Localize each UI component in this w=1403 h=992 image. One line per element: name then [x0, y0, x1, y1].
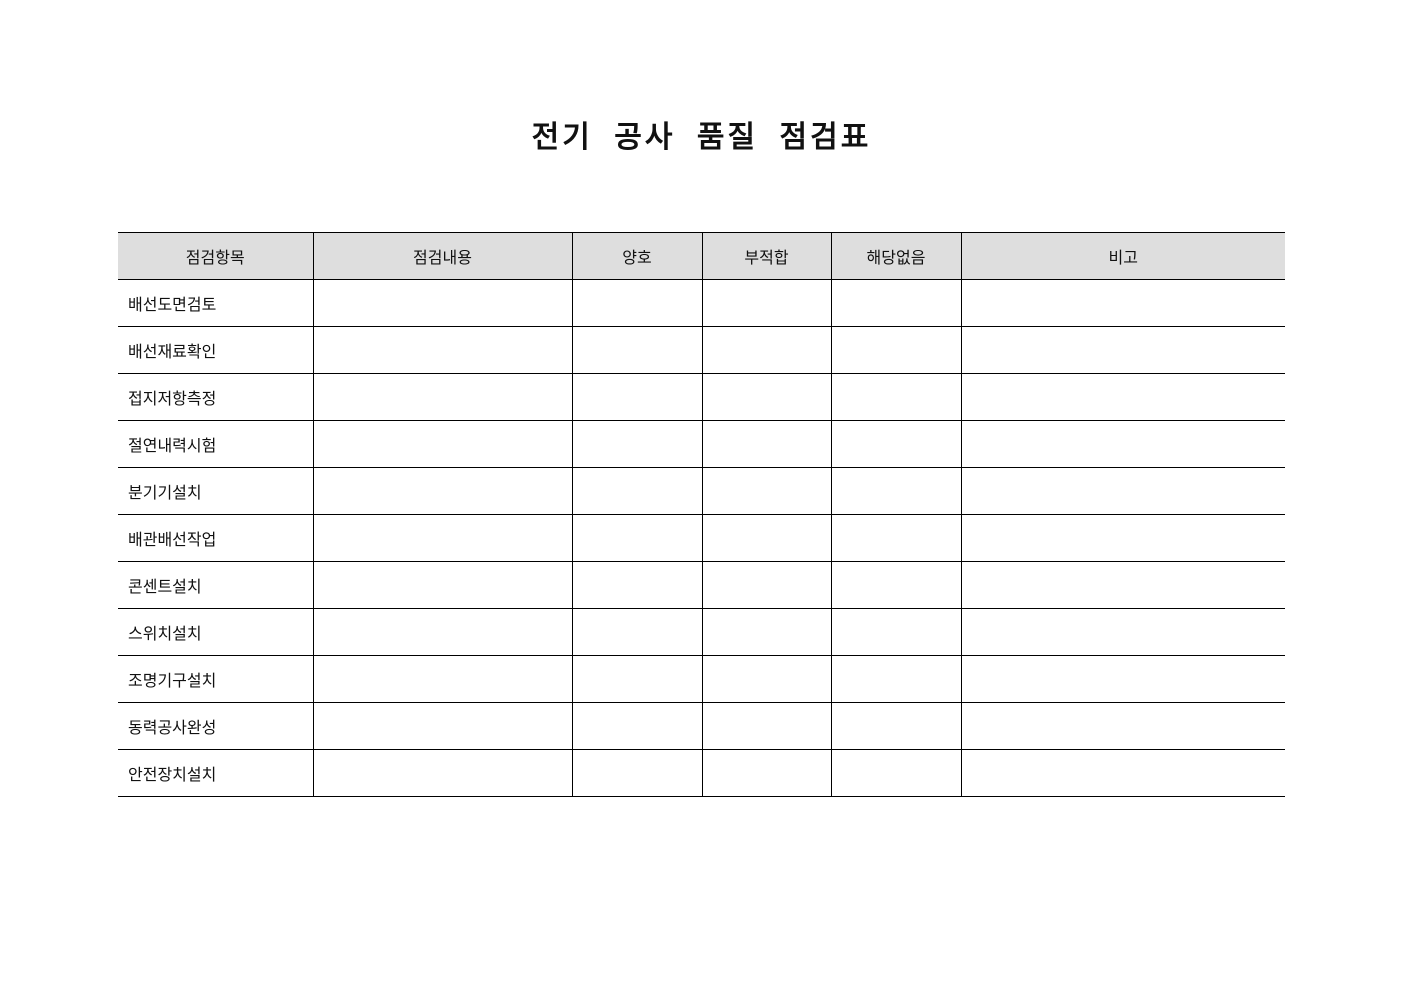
header-item: 점검항목 [118, 232, 313, 280]
header-remarks: 비고 [960, 232, 1285, 280]
remarks-cell[interactable] [960, 373, 1285, 421]
table-row: 콘센트설치 [118, 561, 1285, 609]
remarks-cell[interactable] [960, 326, 1285, 374]
not-applicable-cell[interactable] [830, 514, 961, 562]
nonconforming-cell[interactable] [701, 373, 831, 421]
table-row: 조명기구설치 [118, 655, 1285, 703]
header-row: 점검항목 점검내용 양호 부적합 해당없음 비고 [118, 232, 1285, 280]
table-row: 스위치설치 [118, 608, 1285, 656]
item-cell: 배관배선작업 [118, 514, 313, 562]
content-cell[interactable] [312, 514, 572, 562]
header-good: 양호 [571, 232, 702, 280]
table-row: 접지저항측정 [118, 373, 1285, 421]
nonconforming-cell[interactable] [701, 608, 831, 656]
good-cell[interactable] [571, 608, 702, 656]
item-cell: 절연내력시험 [118, 420, 313, 468]
table-row: 배선재료확인 [118, 326, 1285, 374]
remarks-cell[interactable] [960, 561, 1285, 609]
remarks-cell[interactable] [960, 749, 1285, 797]
inspection-table: 점검항목 점검내용 양호 부적합 해당없음 비고 배선도면검토 배선재료확인 접지저… [118, 232, 1285, 797]
not-applicable-cell[interactable] [830, 655, 961, 703]
good-cell[interactable] [571, 702, 702, 750]
header-content: 점검내용 [312, 232, 572, 280]
item-cell: 스위치설치 [118, 608, 313, 656]
content-cell[interactable] [312, 608, 572, 656]
table-row: 동력공사완성 [118, 702, 1285, 750]
content-cell[interactable] [312, 373, 572, 421]
remarks-cell[interactable] [960, 467, 1285, 515]
good-cell[interactable] [571, 655, 702, 703]
not-applicable-cell[interactable] [830, 467, 961, 515]
nonconforming-cell[interactable] [701, 749, 831, 797]
item-cell: 동력공사완성 [118, 702, 313, 750]
item-cell: 배선재료확인 [118, 326, 313, 374]
table-row: 절연내력시험 [118, 420, 1285, 468]
good-cell[interactable] [571, 749, 702, 797]
header-nonconforming: 부적합 [701, 232, 831, 280]
table-row: 배관배선작업 [118, 514, 1285, 562]
remarks-cell[interactable] [960, 702, 1285, 750]
table-row: 분기기설치 [118, 467, 1285, 515]
not-applicable-cell[interactable] [830, 373, 961, 421]
remarks-cell[interactable] [960, 514, 1285, 562]
not-applicable-cell[interactable] [830, 279, 961, 327]
not-applicable-cell[interactable] [830, 608, 961, 656]
good-cell[interactable] [571, 420, 702, 468]
item-cell: 안전장치설치 [118, 749, 313, 797]
content-cell[interactable] [312, 467, 572, 515]
good-cell[interactable] [571, 514, 702, 562]
remarks-cell[interactable] [960, 655, 1285, 703]
nonconforming-cell[interactable] [701, 467, 831, 515]
nonconforming-cell[interactable] [701, 514, 831, 562]
remarks-cell[interactable] [960, 279, 1285, 327]
content-cell[interactable] [312, 326, 572, 374]
nonconforming-cell[interactable] [701, 279, 831, 327]
not-applicable-cell[interactable] [830, 561, 961, 609]
remarks-cell[interactable] [960, 608, 1285, 656]
good-cell[interactable] [571, 373, 702, 421]
content-cell[interactable] [312, 655, 572, 703]
nonconforming-cell[interactable] [701, 326, 831, 374]
good-cell[interactable] [571, 561, 702, 609]
content-cell[interactable] [312, 561, 572, 609]
item-cell: 접지저항측정 [118, 373, 313, 421]
good-cell[interactable] [571, 279, 702, 327]
content-cell[interactable] [312, 279, 572, 327]
nonconforming-cell[interactable] [701, 702, 831, 750]
table-row: 배선도면검토 [118, 279, 1285, 327]
content-cell[interactable] [312, 749, 572, 797]
table-row: 안전장치설치 [118, 749, 1285, 797]
content-cell[interactable] [312, 702, 572, 750]
page-title: 전기 공사 품질 점검표 [531, 120, 872, 155]
not-applicable-cell[interactable] [830, 749, 961, 797]
not-applicable-cell[interactable] [830, 420, 961, 468]
not-applicable-cell[interactable] [830, 326, 961, 374]
header-not-applicable: 해당없음 [830, 232, 961, 280]
nonconforming-cell[interactable] [701, 420, 831, 468]
nonconforming-cell[interactable] [701, 561, 831, 609]
not-applicable-cell[interactable] [830, 702, 961, 750]
item-cell: 배선도면검토 [118, 279, 313, 327]
nonconforming-cell[interactable] [701, 655, 831, 703]
remarks-cell[interactable] [960, 420, 1285, 468]
item-cell: 분기기설치 [118, 467, 313, 515]
item-cell: 조명기구설치 [118, 655, 313, 703]
content-cell[interactable] [312, 420, 572, 468]
item-cell: 콘센트설치 [118, 561, 313, 609]
good-cell[interactable] [571, 467, 702, 515]
good-cell[interactable] [571, 326, 702, 374]
